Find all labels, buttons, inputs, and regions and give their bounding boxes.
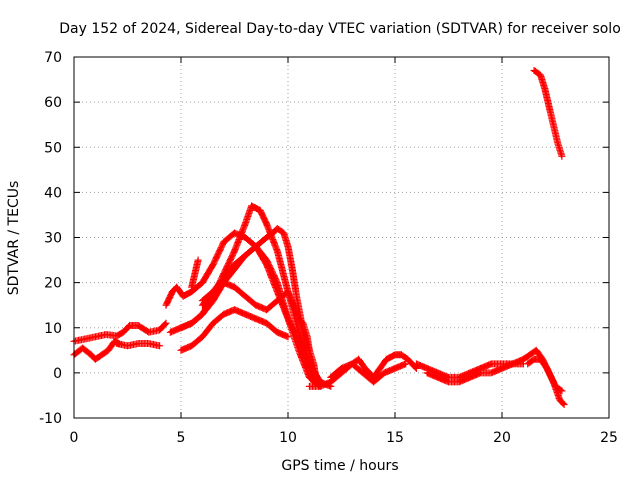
y-tick-label: 0 bbox=[53, 366, 62, 382]
y-tick-label: 30 bbox=[44, 231, 62, 247]
x-tick-label: 25 bbox=[600, 430, 618, 446]
x-axis-label: GPS time / hours bbox=[281, 458, 398, 474]
data-marks bbox=[327, 360, 410, 386]
x-tick-label: 0 bbox=[70, 430, 79, 446]
grid bbox=[74, 57, 609, 418]
y-tick-label: 50 bbox=[44, 140, 62, 156]
series-track-9 bbox=[177, 306, 292, 354]
chart-title: Day 152 of 2024, Sidereal Day-to-day VTE… bbox=[59, 21, 621, 37]
x-tick-label: 5 bbox=[177, 430, 186, 446]
y-tick-label: 20 bbox=[44, 276, 62, 292]
data-marks bbox=[423, 360, 527, 386]
series-track-16 bbox=[519, 346, 566, 395]
data-marks bbox=[177, 306, 292, 354]
ticks: 0 5 10 15 20 25 -10 0 10 20 30 40 50 60 70 bbox=[39, 50, 618, 446]
data-marks bbox=[295, 315, 320, 381]
series-track-18 bbox=[530, 67, 566, 160]
series-track-17 bbox=[524, 355, 568, 408]
data-marks bbox=[530, 67, 566, 160]
x-tick-label: 10 bbox=[279, 430, 297, 446]
x-tick-label: 20 bbox=[493, 430, 511, 446]
series-track-15 bbox=[423, 360, 527, 386]
y-tick-label: 40 bbox=[44, 185, 62, 201]
data-marks bbox=[113, 340, 164, 350]
series-track-11 bbox=[295, 315, 320, 381]
series-track-3 bbox=[113, 340, 164, 350]
y-tick-label: -10 bbox=[39, 411, 62, 427]
series-track-7 bbox=[188, 256, 202, 291]
data-marks bbox=[519, 346, 566, 395]
data-series bbox=[70, 67, 568, 408]
data-marks bbox=[524, 355, 568, 408]
y-tick-label: 10 bbox=[44, 321, 62, 337]
x-tick-label: 15 bbox=[386, 430, 404, 446]
y-tick-label: 60 bbox=[44, 95, 62, 111]
y-axis-label: SDTVAR / TECUs bbox=[6, 181, 22, 296]
data-marks bbox=[188, 256, 202, 291]
series-track-13 bbox=[327, 360, 410, 386]
y-tick-label: 70 bbox=[44, 50, 62, 66]
